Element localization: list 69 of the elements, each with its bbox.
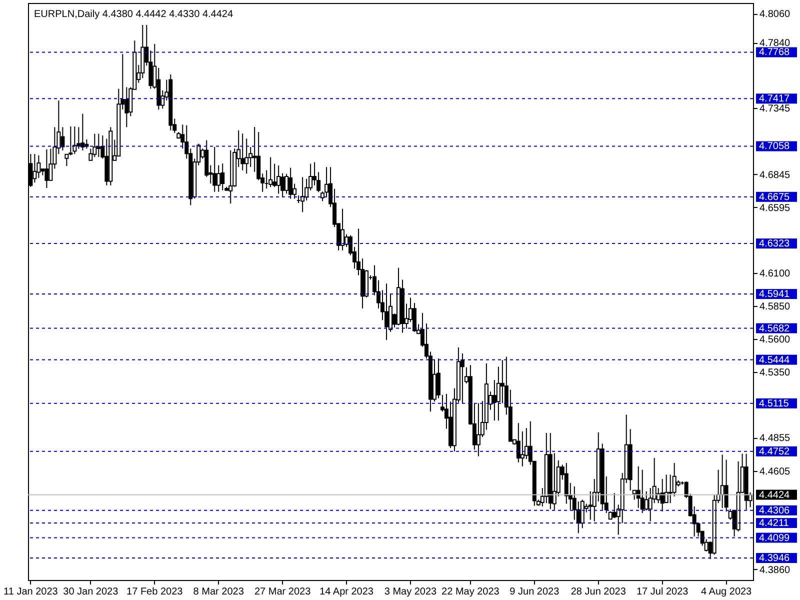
ref-line-label: 4.6675 — [759, 192, 790, 203]
candlestick — [588, 490, 592, 520]
y-tick-label: 4.4605 — [760, 466, 791, 478]
x-tick-label: 14 Apr 2023 — [320, 586, 374, 598]
candlestick — [340, 208, 345, 251]
candlestick — [268, 156, 273, 188]
candlestick — [36, 154, 41, 178]
ref-line-label: 4.5115 — [759, 398, 790, 410]
y-tick-label: 4.5600 — [760, 334, 791, 346]
y-tick-label: 4.5350 — [760, 368, 791, 379]
x-tick-label: 30 Jan 2023 — [63, 586, 119, 598]
candlestick — [44, 148, 49, 189]
text: EURPLN,Daily 4.4380 4.4442 4.4330 4.4424 — [34, 9, 234, 20]
ref-line-label: 4.4211 — [759, 518, 790, 529]
ref-line-label: 4.5682 — [759, 323, 790, 334]
x-tick-label: 17 Feb 2023 — [126, 586, 184, 598]
ref-line-label: 4.5941 — [759, 289, 790, 300]
y-tick-label: 4.6595 — [760, 202, 791, 214]
candlestick — [580, 499, 584, 529]
ref-line-label: 4.4752 — [759, 446, 790, 458]
ref-line-label: 4.3946 — [759, 553, 790, 564]
x-tick-label: 22 May 2023 — [442, 586, 500, 598]
ref-line-label: 4.7058 — [759, 141, 790, 152]
candlestick — [516, 422, 520, 463]
ref-line-label: 4.4306 — [759, 505, 790, 516]
x-tick-label: 28 Jun 2023 — [570, 586, 626, 598]
candlestick — [80, 113, 85, 151]
y-tick-label: 4.4855 — [760, 433, 791, 444]
candlestick — [720, 454, 724, 509]
x-tick-label: 4 Aug 2023 — [701, 586, 752, 598]
ref-line-label: 4.4099 — [759, 532, 790, 544]
y-tick-label: 4.7345 — [760, 104, 791, 115]
candlestick — [644, 490, 648, 511]
candlestick — [72, 126, 77, 154]
x-tick-label: 3 May 2023 — [384, 586, 438, 598]
ref-line-label: 4.7417 — [759, 94, 790, 105]
ref-line-label: 4.5444 — [759, 354, 790, 366]
candlestick — [640, 469, 644, 514]
ref-line-label: 4.4424 — [759, 490, 790, 501]
candlestick — [476, 402, 480, 457]
x-tick-label: 11 Jan 2023 — [4, 586, 58, 598]
ref-line-label: 4.7768 — [759, 47, 790, 58]
y-tick-label: 4.7840 — [760, 38, 791, 50]
candlestick — [92, 133, 97, 158]
candlestick — [60, 126, 65, 151]
candlestick — [276, 165, 281, 194]
candlestick — [240, 133, 245, 171]
candlestick — [384, 283, 388, 341]
ref-line-label: 4.6323 — [759, 238, 790, 250]
candlestick — [212, 146, 217, 192]
candlestick — [288, 167, 293, 200]
x-tick-label: 9 Jun 2023 — [510, 586, 560, 598]
candlestick — [68, 126, 73, 156]
y-tick-label: 4.8060 — [760, 9, 791, 20]
y-tick-label: 4.5850 — [760, 302, 791, 313]
candlestick — [32, 154, 37, 184]
candlestick — [96, 133, 101, 158]
candlestick — [300, 176, 305, 213]
candlestick — [216, 164, 221, 192]
x-tick-label: 27 Mar 2023 — [254, 586, 312, 598]
candlestick — [220, 163, 225, 191]
candlestick — [520, 430, 524, 467]
x-tick-label: 17 Jul 2023 — [636, 586, 689, 598]
y-tick-label: 4.6845 — [760, 170, 791, 181]
y-tick-label: 4.6100 — [760, 268, 791, 280]
x-tick-label: 8 Mar 2023 — [193, 586, 244, 598]
y-tick-label: 4.3860 — [760, 564, 791, 576]
candlestick — [228, 150, 233, 204]
candlestick — [660, 478, 664, 512]
